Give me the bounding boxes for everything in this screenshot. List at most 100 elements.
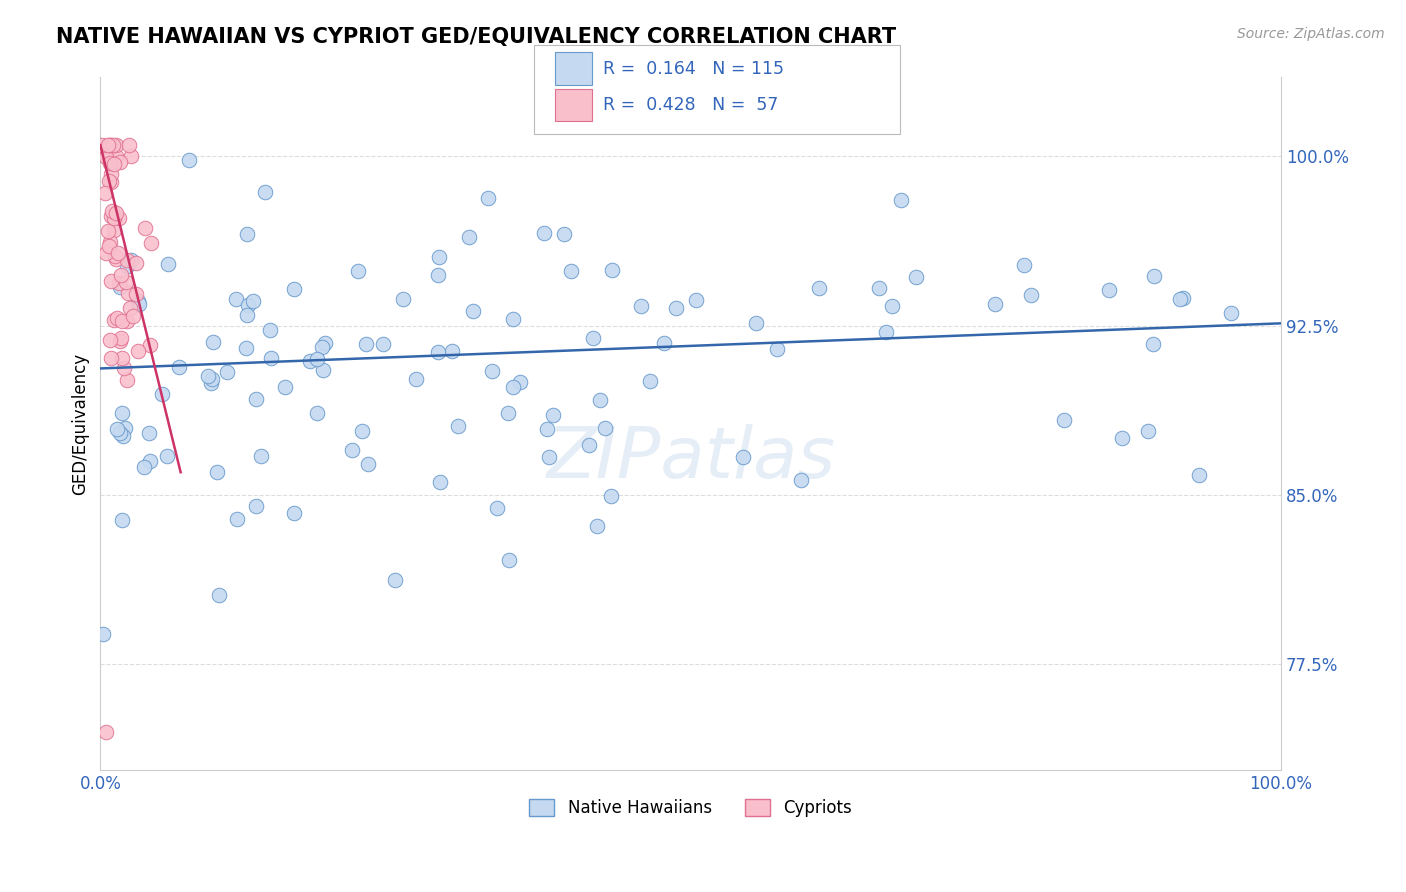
- Point: [1171, 291, 1194, 305]
- Text: Source: ZipAtlas.com: Source: ZipAtlas.com: [1237, 27, 1385, 41]
- Point: [105, 252, 128, 266]
- Point: [236, 227, 259, 241]
- Point: [100, 209, 122, 223]
- Point: [236, 308, 259, 322]
- Point: [509, 375, 531, 389]
- Point: [208, 588, 231, 602]
- Point: [405, 372, 427, 386]
- Point: [311, 340, 333, 354]
- Point: [110, 314, 132, 328]
- Point: [1142, 336, 1164, 351]
- Point: [890, 193, 912, 207]
- Point: [103, 157, 125, 171]
- Point: [94, 186, 117, 201]
- Point: [225, 292, 247, 306]
- Point: [201, 335, 224, 350]
- Point: [352, 424, 374, 438]
- Point: [259, 323, 281, 337]
- Point: [461, 304, 484, 318]
- Point: [685, 293, 707, 308]
- Point: [745, 316, 768, 330]
- Point: [765, 343, 787, 357]
- Point: [100, 175, 122, 189]
- Point: [215, 365, 238, 379]
- Point: [108, 425, 131, 440]
- Point: [101, 204, 124, 219]
- Point: [156, 449, 179, 463]
- Point: [477, 191, 499, 205]
- Point: [391, 292, 413, 306]
- Point: [307, 351, 329, 366]
- Point: [111, 428, 134, 442]
- Point: [114, 360, 136, 375]
- Point: [139, 338, 162, 352]
- Point: [457, 230, 479, 244]
- Point: [250, 449, 273, 463]
- Point: [299, 353, 322, 368]
- Point: [117, 260, 139, 274]
- Point: [1170, 292, 1192, 306]
- Point: [97, 239, 120, 253]
- Point: [104, 149, 127, 163]
- Point: [1098, 283, 1121, 297]
- Point: [108, 211, 131, 225]
- Point: [600, 490, 623, 504]
- Point: [384, 574, 406, 588]
- Point: [91, 138, 114, 153]
- Point: [150, 387, 173, 401]
- Point: [305, 406, 328, 420]
- Point: [157, 257, 180, 271]
- Point: [115, 253, 138, 268]
- Point: [283, 507, 305, 521]
- Point: [138, 425, 160, 440]
- Point: [1012, 259, 1035, 273]
- Point: [347, 263, 370, 277]
- Point: [103, 222, 125, 236]
- Point: [101, 138, 124, 153]
- Point: [225, 511, 247, 525]
- Point: [314, 336, 336, 351]
- Point: [582, 331, 605, 345]
- Point: [127, 293, 149, 308]
- Point: [496, 406, 519, 420]
- Point: [1053, 412, 1076, 426]
- Point: [201, 372, 224, 386]
- Point: [120, 148, 142, 162]
- Point: [536, 422, 558, 436]
- Point: [543, 409, 565, 423]
- Point: [340, 442, 363, 457]
- Point: [104, 249, 127, 263]
- Point: [600, 263, 623, 277]
- Point: [427, 250, 450, 264]
- Point: [103, 211, 125, 225]
- Point: [538, 450, 561, 465]
- Point: [111, 351, 134, 365]
- Point: [426, 268, 449, 283]
- Point: [110, 154, 132, 169]
- Point: [904, 269, 927, 284]
- Point: [139, 453, 162, 467]
- Point: [502, 380, 524, 394]
- Point: [114, 421, 136, 435]
- Point: [245, 392, 267, 407]
- Point: [441, 344, 464, 359]
- Point: [1019, 288, 1042, 302]
- Text: ZIPatlas: ZIPatlas: [546, 424, 835, 493]
- Point: [481, 363, 503, 377]
- Point: [312, 363, 335, 377]
- Point: [808, 281, 831, 295]
- Point: [110, 268, 132, 282]
- Point: [108, 334, 131, 349]
- Point: [127, 343, 149, 358]
- Point: [578, 438, 600, 452]
- Point: [200, 376, 222, 390]
- Point: [197, 369, 219, 384]
- Y-axis label: GED/Equivalency: GED/Equivalency: [72, 352, 89, 495]
- Legend: Native Hawaiians, Cypriots: Native Hawaiians, Cypriots: [523, 792, 859, 824]
- Point: [108, 280, 131, 294]
- Point: [134, 460, 156, 475]
- Point: [98, 156, 121, 170]
- Point: [111, 513, 134, 527]
- Point: [91, 627, 114, 641]
- Point: [177, 153, 200, 167]
